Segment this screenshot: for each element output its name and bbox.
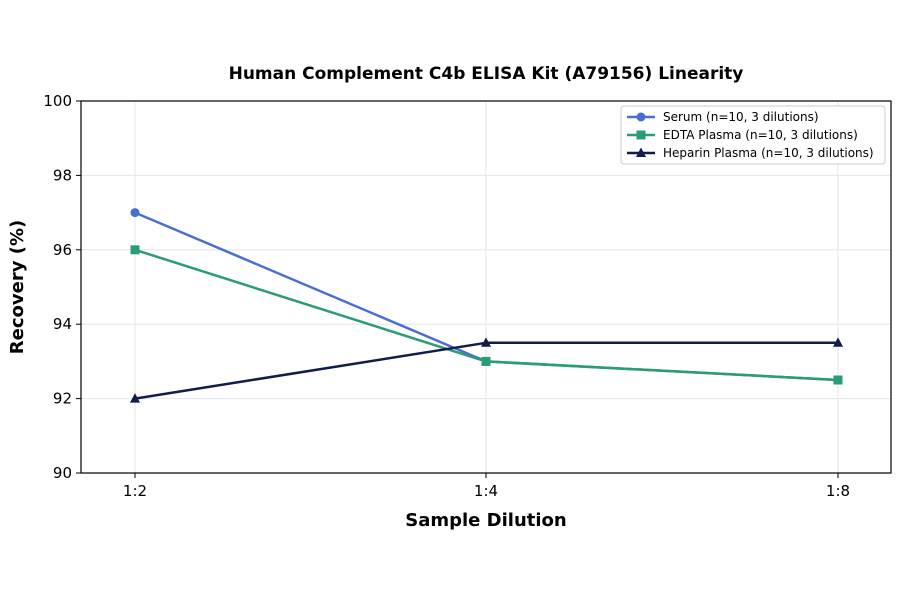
legend-label: EDTA Plasma (n=10, 3 dilutions) — [663, 128, 858, 142]
chart-title: Human Complement C4b ELISA Kit (A79156) … — [229, 64, 744, 84]
data-point — [833, 375, 843, 385]
y-tick-label: 94 — [53, 315, 72, 333]
y-tick-label: 96 — [53, 241, 72, 259]
axis-ticks: 90 92 94 96 98 100 1:2 1:4 1:8 — [43, 92, 850, 500]
legend-marker — [636, 112, 646, 122]
legend-label: Heparin Plasma (n=10, 3 dilutions) — [663, 146, 874, 160]
legend: Serum (n=10, 3 dilutions) EDTA Plasma (n=… — [620, 105, 886, 165]
data-point — [130, 245, 140, 255]
x-tick-label: 1:2 — [123, 482, 147, 500]
series-2 — [130, 245, 843, 385]
y-tick-label: 92 — [53, 390, 72, 408]
x-axis-label: Sample Dilution — [405, 510, 566, 531]
legend-entry: Serum (n=10, 3 dilutions) — [627, 110, 819, 124]
x-tick-label: 1:8 — [826, 482, 850, 500]
legend-box — [620, 105, 886, 165]
series-group — [130, 208, 843, 403]
data-point — [481, 337, 491, 347]
data-point — [130, 208, 140, 218]
legend-entry: Heparin Plasma (n=10, 3 dilutions) — [627, 146, 874, 160]
data-point — [130, 393, 140, 403]
legend-entry: EDTA Plasma (n=10, 3 dilutions) — [627, 128, 858, 142]
y-axis-label: Recovery (%) — [7, 220, 28, 354]
legend-label: Serum (n=10, 3 dilutions) — [663, 110, 819, 124]
y-tick-label: 100 — [43, 92, 72, 110]
x-tick-label: 1:4 — [474, 482, 498, 500]
series-3 — [130, 337, 843, 403]
y-tick-label: 90 — [53, 464, 72, 482]
legend-marker — [636, 147, 646, 157]
data-point — [481, 356, 491, 366]
data-point — [833, 337, 843, 347]
legend-marker — [636, 130, 646, 140]
y-tick-label: 98 — [53, 166, 72, 184]
